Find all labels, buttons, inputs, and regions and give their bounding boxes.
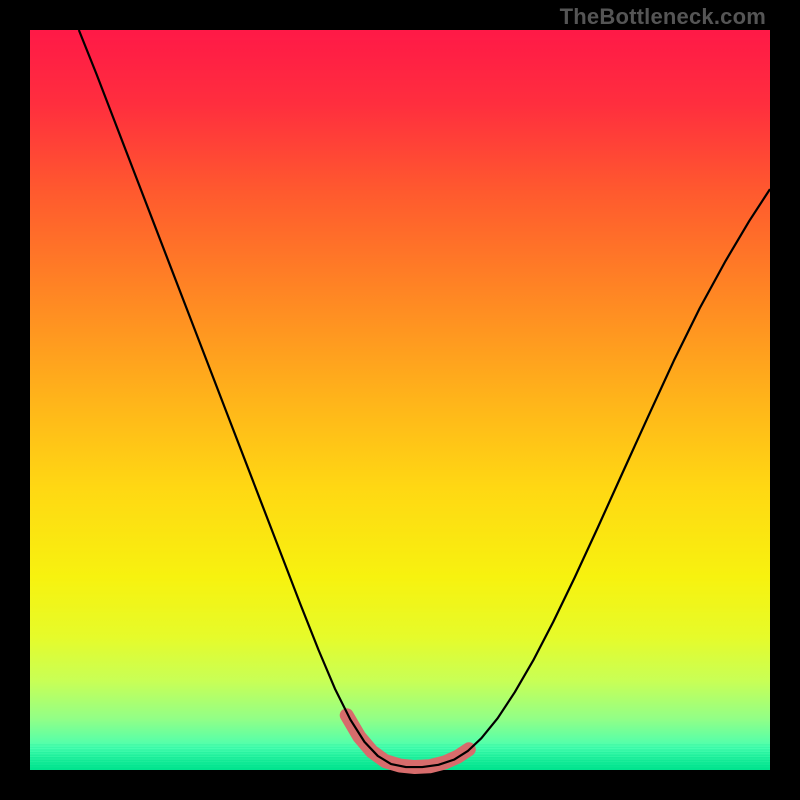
plot-area bbox=[30, 30, 770, 770]
frame-bottom bbox=[0, 770, 800, 800]
frame-right bbox=[770, 0, 800, 800]
bottleneck-curve bbox=[30, 30, 770, 770]
watermark-text: TheBottleneck.com bbox=[560, 4, 766, 30]
frame-left bbox=[0, 0, 30, 800]
